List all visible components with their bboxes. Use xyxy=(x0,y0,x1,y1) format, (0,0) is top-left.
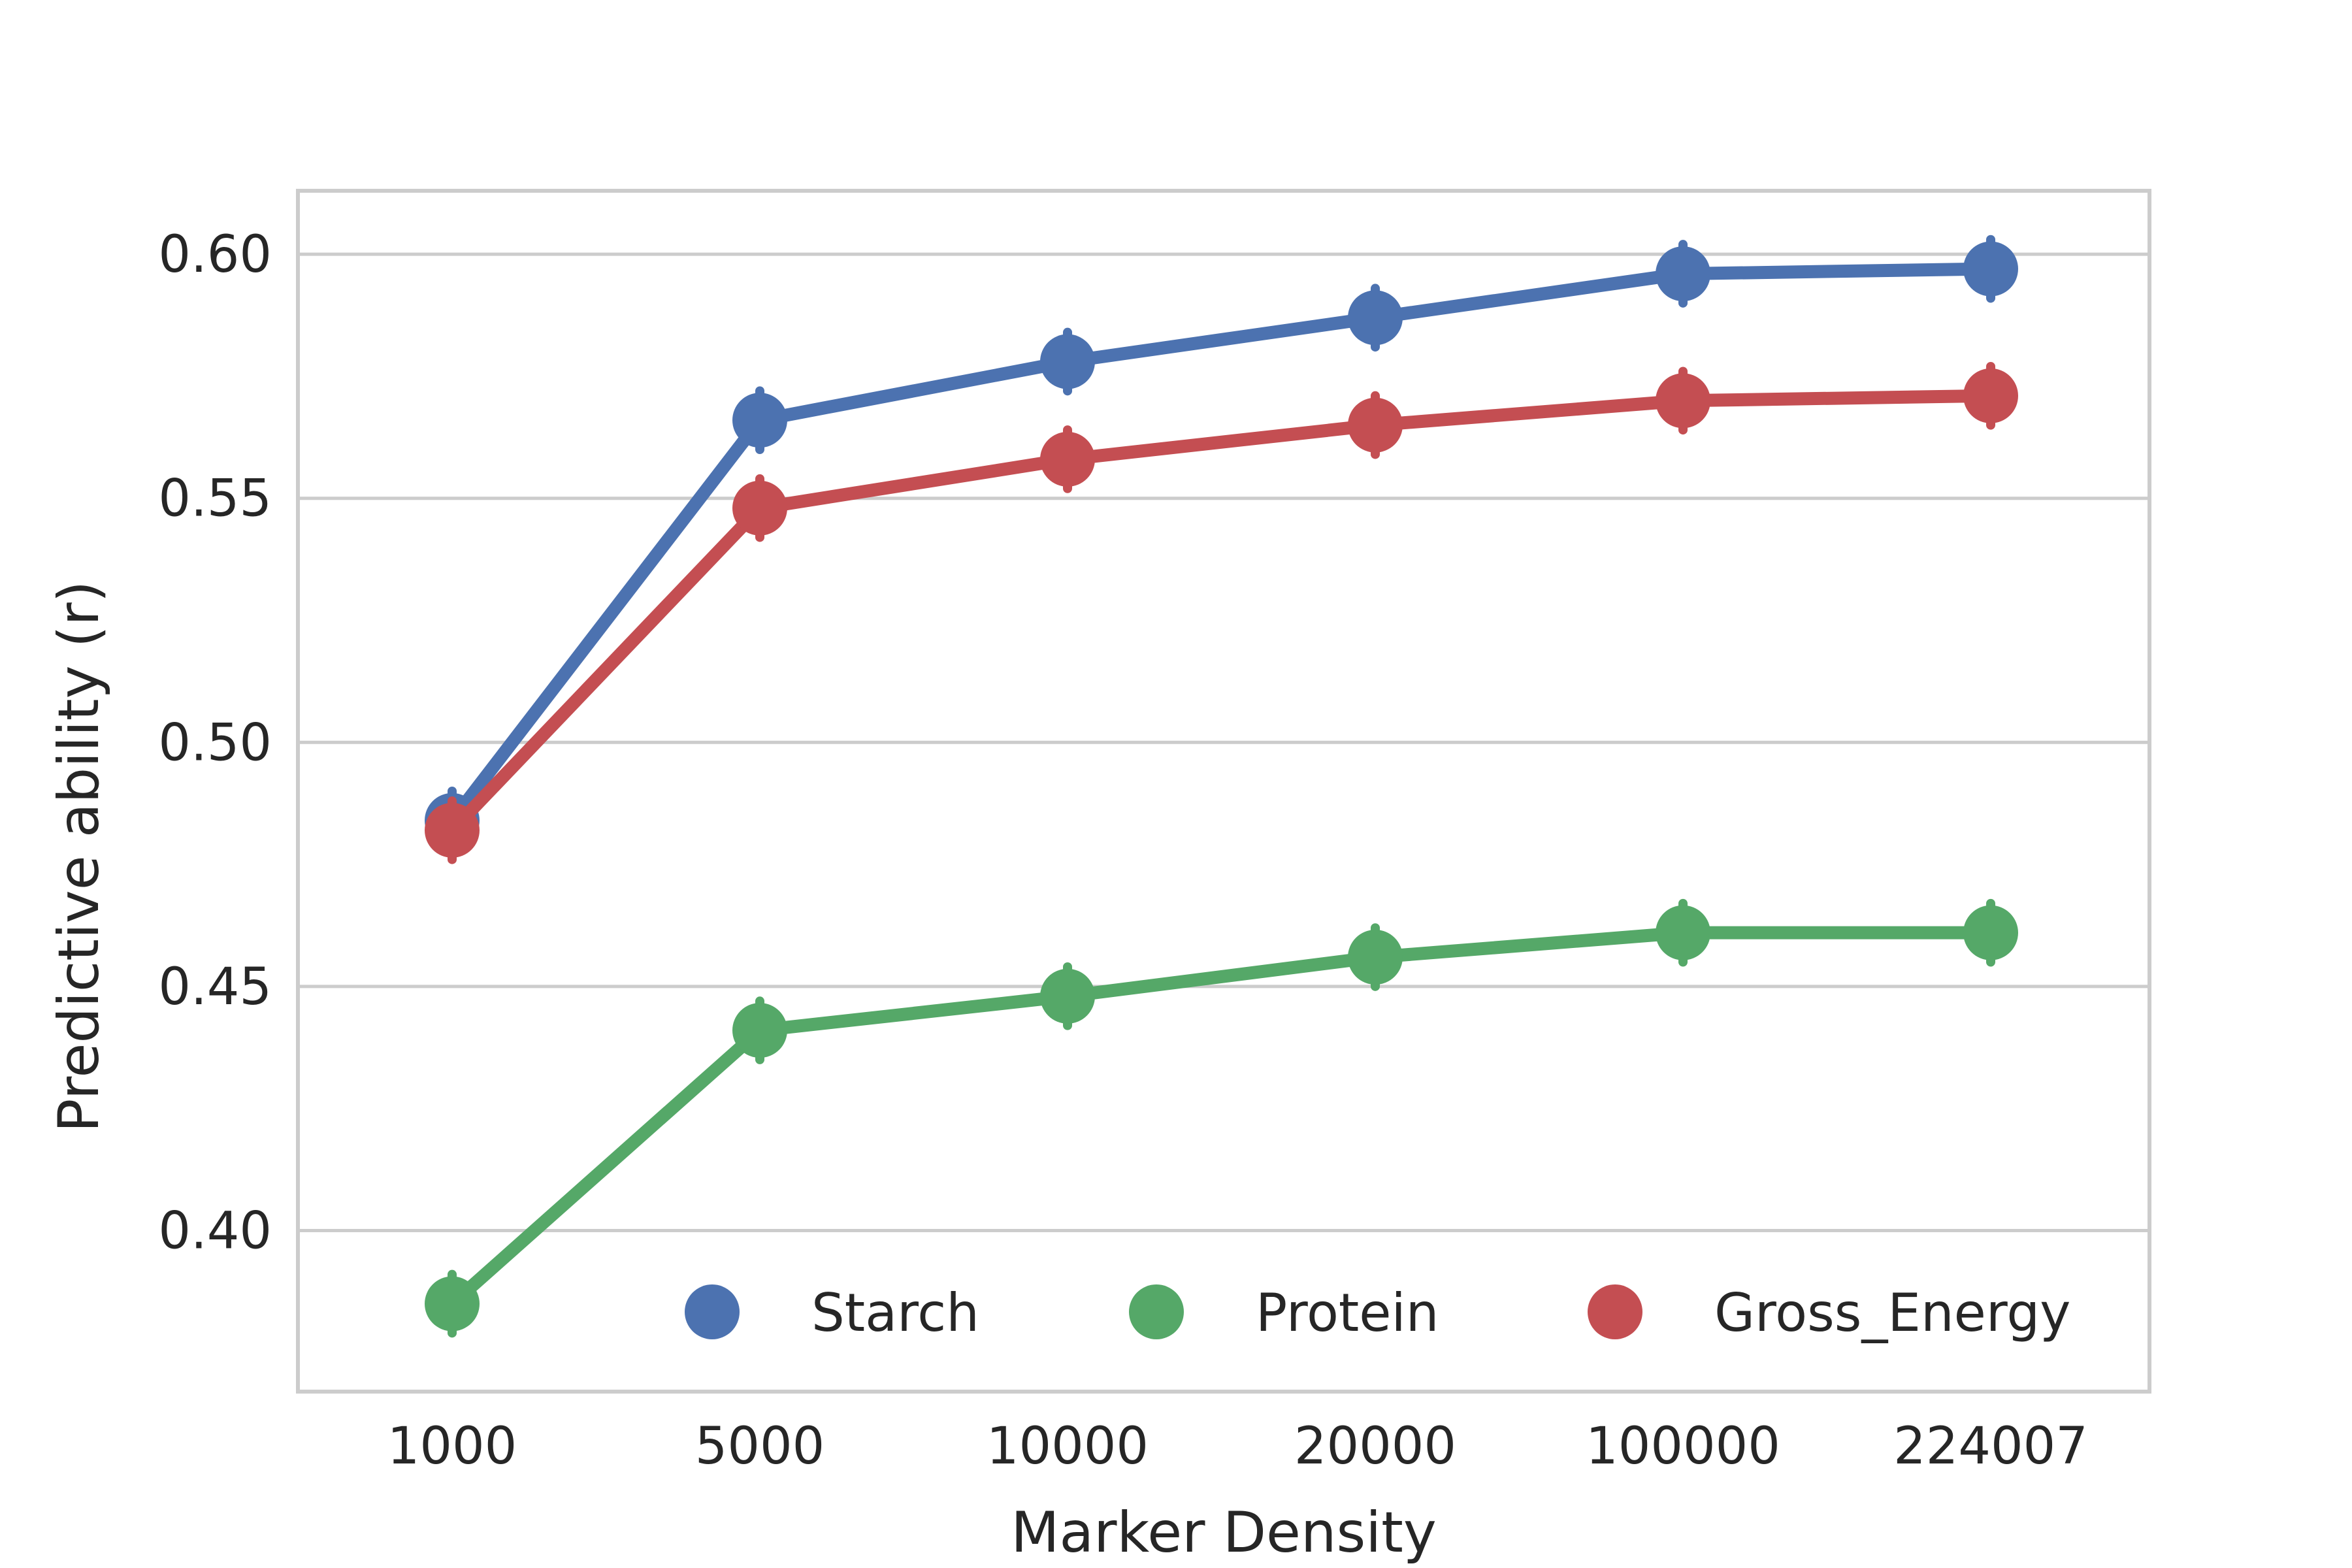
data-point xyxy=(425,802,480,858)
data-point xyxy=(1963,368,2018,423)
legend-label: Protein xyxy=(1256,1282,1439,1343)
series-gross-energy xyxy=(425,361,2018,864)
y-tick-label: 0.40 xyxy=(158,1201,272,1260)
x-tick-label: 5000 xyxy=(695,1417,825,1476)
legend-marker xyxy=(685,1284,740,1339)
data-point xyxy=(732,1003,787,1058)
y-axis-label: Predictive ability (r) xyxy=(46,581,112,1133)
series-line xyxy=(446,926,1997,1311)
data-point xyxy=(1656,246,1710,302)
x-tick-label: 10000 xyxy=(987,1417,1149,1476)
data-point xyxy=(1040,968,1095,1024)
data-point xyxy=(1348,397,1403,453)
x-axis-label: Marker Density xyxy=(1011,1500,1437,1565)
y-tick-label: 0.55 xyxy=(158,470,272,529)
data-point xyxy=(732,480,787,536)
legend-marker xyxy=(1588,1284,1642,1339)
plot-frame xyxy=(296,189,2151,1394)
legend: Starch Protein Gross_Energy xyxy=(685,1282,2071,1343)
series-layer xyxy=(425,235,2018,1338)
series-protein xyxy=(425,898,2018,1338)
data-point xyxy=(1348,930,1403,985)
x-tick-label: 224007 xyxy=(1893,1417,2088,1476)
data-point xyxy=(425,1276,480,1331)
data-point xyxy=(1963,905,2018,960)
legend-label: Starch xyxy=(811,1282,979,1343)
y-tick-label: 0.45 xyxy=(158,958,272,1017)
grid-lines xyxy=(298,252,2149,1232)
y-axis-ticks: 0.40 0.45 0.50 0.55 0.60 xyxy=(158,225,272,1260)
x-axis-ticks: 1000 5000 10000 20000 100000 224007 xyxy=(387,1417,2088,1476)
x-tick-label: 20000 xyxy=(1294,1417,1456,1476)
data-point xyxy=(1040,431,1095,487)
y-tick-label: 0.50 xyxy=(158,713,272,772)
series-line xyxy=(446,262,1997,827)
legend-label: Gross_Energy xyxy=(1714,1282,2071,1343)
y-tick-label: 0.60 xyxy=(158,225,272,284)
legend-marker xyxy=(1129,1284,1184,1339)
series-line xyxy=(446,389,1997,837)
data-point xyxy=(732,393,787,448)
x-tick-label: 100000 xyxy=(1586,1417,1780,1476)
data-point xyxy=(1963,241,2018,297)
data-point xyxy=(1348,290,1403,346)
x-tick-label: 1000 xyxy=(387,1417,517,1476)
data-point xyxy=(1656,373,1710,429)
data-point xyxy=(1656,905,1710,960)
data-point xyxy=(1040,334,1095,389)
